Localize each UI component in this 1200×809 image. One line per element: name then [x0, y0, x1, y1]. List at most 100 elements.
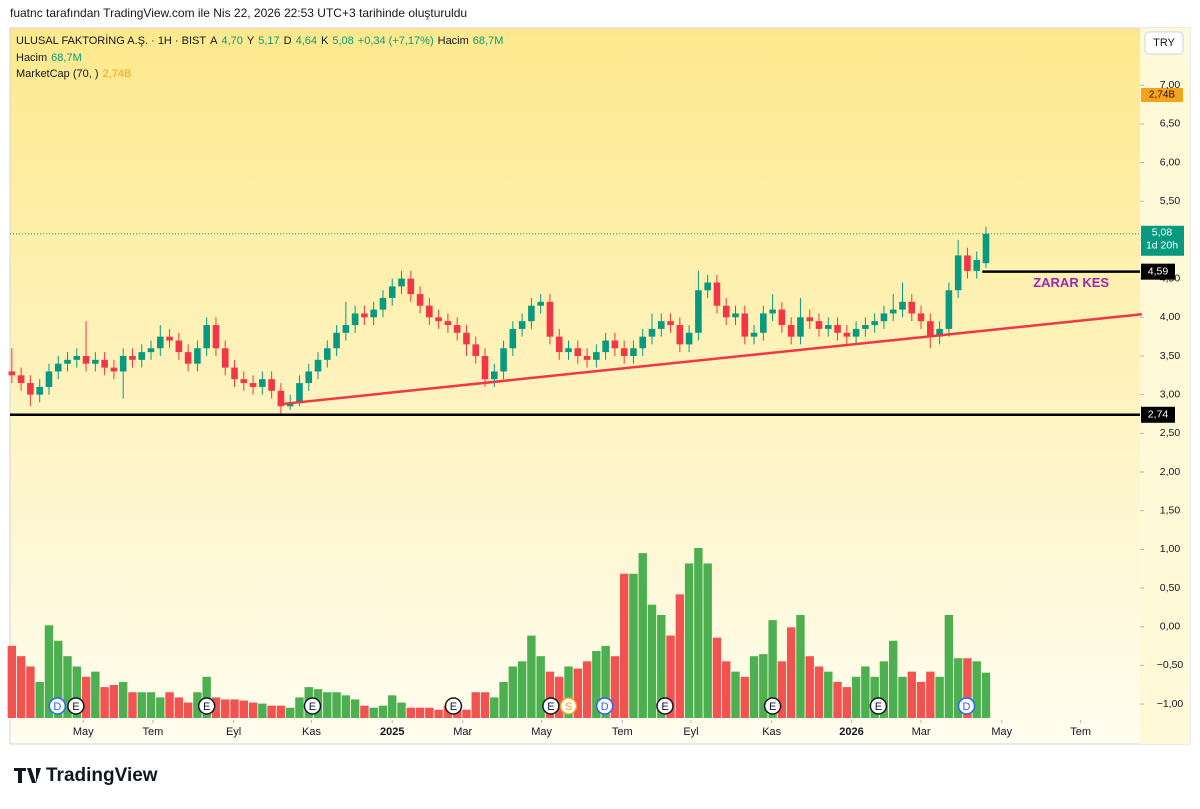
volume-bar	[146, 692, 156, 718]
volume-bar	[601, 645, 610, 718]
volume-bar	[285, 707, 295, 718]
candle-body	[221, 348, 229, 368]
legend-item: MarketCap (70, )	[16, 68, 99, 80]
candle-body	[546, 301, 554, 337]
y-tick-label: 0,00	[1160, 621, 1181, 633]
candle-body	[156, 336, 164, 349]
volume-bar	[35, 681, 44, 718]
volume-bar	[694, 548, 703, 718]
event-label: E	[203, 701, 210, 713]
volume-bar	[230, 699, 239, 718]
x-tick-label: Eyl	[683, 726, 698, 738]
candle-body	[351, 313, 359, 326]
volume-bar	[388, 695, 397, 718]
y-tick-label: 0,50	[1160, 582, 1181, 594]
candle-body	[936, 328, 943, 337]
volume-bar	[174, 697, 184, 718]
y-tick-label: 4,00	[1160, 311, 1181, 323]
candle-body	[54, 363, 62, 372]
volume-bar	[415, 707, 425, 718]
legend-item: 68,7M	[473, 35, 504, 47]
volume-bar	[842, 687, 852, 718]
level-tag	[1141, 263, 1175, 280]
candle-body	[240, 379, 248, 384]
legend: ULUSAL FAKTORİNG A.Ş. · 1H · BIST A 4,70 Y 5…	[16, 34, 503, 47]
x-tick-label: Mar	[453, 726, 472, 738]
volume-bar	[193, 692, 202, 718]
candle-body	[574, 348, 582, 356]
volume-bar	[72, 666, 81, 718]
currency-button[interactable]	[1144, 31, 1184, 55]
volume-bar	[703, 563, 712, 718]
volume-bar	[981, 672, 991, 718]
y-tick-label: 7,00	[1160, 79, 1181, 91]
event-marker	[763, 697, 782, 715]
volume-bar	[16, 656, 26, 718]
legend-item: 2,74B	[103, 68, 132, 80]
volume-bar	[889, 640, 898, 718]
candle-body	[407, 278, 415, 295]
candle-body	[528, 305, 535, 322]
legend-item: 5,08	[332, 35, 353, 47]
candle-body	[555, 336, 563, 353]
volume-bar	[545, 671, 555, 718]
candle-body	[296, 383, 303, 403]
volume-bar	[369, 707, 378, 718]
volume-bar	[777, 661, 787, 718]
x-tick-label: May	[73, 726, 94, 738]
x-tick-label: May	[531, 726, 552, 738]
x-tick-label: Tem	[1070, 726, 1091, 738]
volume-bar	[814, 666, 824, 718]
candle-body	[583, 355, 591, 360]
volume-bar	[824, 671, 833, 718]
candle-body	[73, 355, 81, 360]
volume-bar	[944, 614, 954, 718]
x-tick-label: Kas	[302, 726, 321, 738]
candle-body	[342, 325, 350, 333]
volume-legend: Hacim 68,7M	[16, 52, 82, 64]
candle-body	[463, 332, 470, 345]
volume-bar	[100, 687, 109, 718]
candle-body	[194, 348, 201, 364]
countdown: 1d 20h	[1146, 240, 1178, 252]
candle-body	[787, 325, 795, 337]
candle-body	[129, 355, 136, 360]
logo: TradingView	[46, 765, 158, 786]
candle-body	[361, 313, 368, 318]
x-tick-label: 2025	[380, 726, 404, 738]
candle-body	[639, 336, 647, 349]
y-tick-label: 3,00	[1160, 388, 1181, 400]
candle-body	[268, 379, 275, 391]
volume-bar	[638, 553, 647, 718]
currency[interactable]: TRY	[1153, 37, 1175, 49]
x-tick-label: May	[991, 726, 1012, 738]
candle-body	[695, 290, 702, 333]
event-marker	[957, 697, 976, 715]
volume-bar	[796, 614, 805, 718]
volume-bar	[805, 656, 814, 718]
volume-bar	[629, 573, 638, 718]
volume-bar	[916, 681, 926, 718]
logo-icon	[14, 768, 41, 783]
y-tick-label: −1,00	[1157, 698, 1184, 710]
candle-body	[889, 309, 897, 314]
legend-item: 4,70	[221, 35, 242, 47]
volume-bar	[657, 614, 666, 718]
candle-body	[333, 332, 340, 349]
candle-body	[750, 332, 758, 337]
level-annotation: ZARAR KES	[1033, 275, 1109, 290]
event-label: D	[53, 701, 61, 713]
candle-body	[648, 328, 656, 337]
volume-bar	[360, 705, 369, 718]
candle-body	[490, 371, 498, 380]
candle-body	[917, 313, 925, 322]
candle-body	[36, 386, 43, 395]
candle-body	[175, 340, 183, 353]
candle-body	[667, 321, 674, 326]
x-tick-label: Eyl	[226, 726, 241, 738]
volume-bar	[332, 692, 341, 718]
candle-body	[954, 255, 962, 291]
candle-body	[184, 352, 192, 364]
volume-bar	[44, 625, 54, 718]
